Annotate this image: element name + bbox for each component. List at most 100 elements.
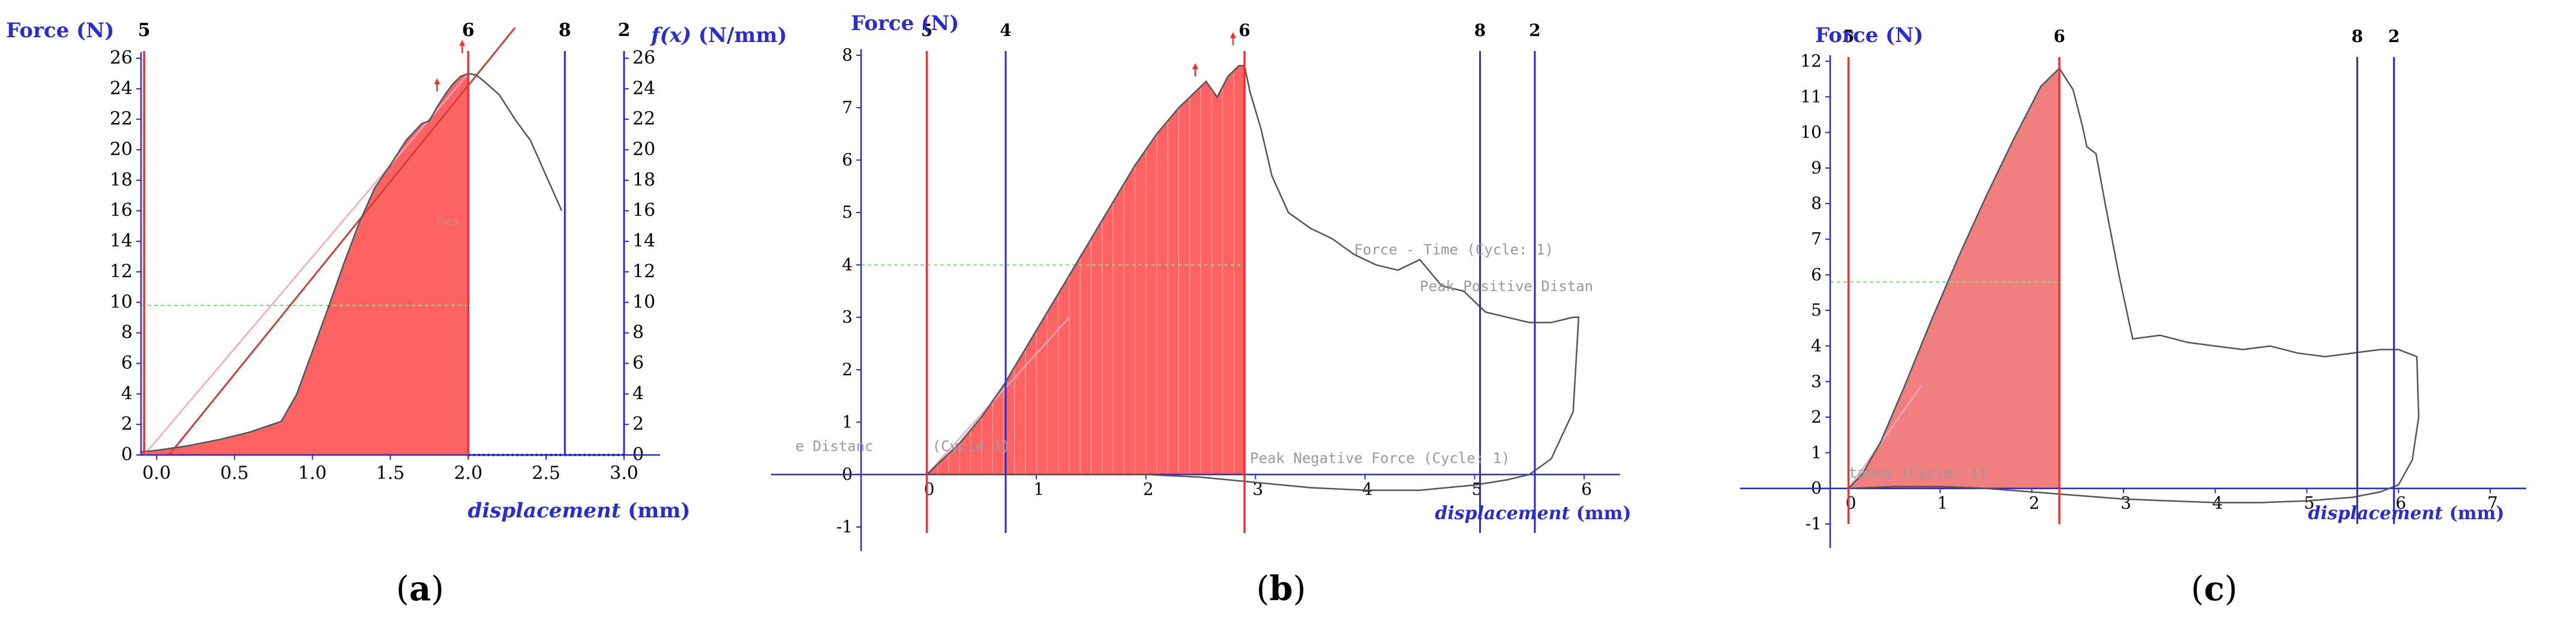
y2-axis-title: f(x) (N/mm) [650,23,787,47]
y-tick-label: 6 [121,352,133,373]
y2-axis-title-unit: (N/mm) [691,23,787,47]
y2-tick-label: 22 [632,109,655,130]
energy-fill-area [926,65,1245,475]
cursor-label-6: 6 [1238,20,1250,40]
cursor-label-5: 5 [1843,26,1854,46]
y-tick-label: 26 [110,47,133,68]
y2-tick-label: 12 [632,261,655,282]
x-tick-label: 2.0 [454,463,482,484]
y-tick-label: 22 [110,109,133,130]
x-tick-label: 3 [2121,493,2131,513]
cursor-label-2: 2 [1529,20,1540,40]
x-tick-label: 0.0 [142,463,171,484]
x-tick-label: 0 [924,480,935,499]
y-tick-label: 8 [842,45,853,65]
y-tick-label: 14 [110,230,133,251]
trace-annotation: tance (Cycle: 1) [1849,465,1987,481]
y-axis-title: Force (N) [851,11,959,35]
y2-axis-title-italic: f(x) [650,23,691,47]
peak-marker-arrowhead [1192,63,1198,70]
y-tick-label: 2 [842,360,853,379]
cursor-label-5: 5 [138,20,151,41]
y-tick-label: 1 [842,412,853,432]
y-tick-label: 18 [110,169,133,190]
x-axis-title: displacement (mm) [1435,503,1631,524]
y2-tick-label: 2 [632,414,644,435]
x-tick-label: 2.5 [532,463,560,484]
x-tick-label: 1.0 [298,463,327,484]
x-tick-label: 6 [1581,480,1592,499]
y-tick-label: 5 [842,202,853,222]
y-tick-label: 9 [1811,158,1822,178]
y-tick-label: 20 [110,139,133,160]
trace-annotation: Peak Negative Force (Cycle: 1) [1250,450,1510,466]
y-tick-label: 7 [842,97,853,117]
panel-label-part: ) [1293,570,1306,609]
y-tick-label: 16 [110,200,133,221]
y-tick-label: 10 [110,292,133,313]
y2-tick-label: 4 [632,383,644,404]
y-axis-title: Force (N) [6,19,114,43]
y2-tick-label: 10 [632,292,655,313]
panel-label-part: ) [431,570,444,609]
force-displacement-curve [140,73,563,453]
cursor-label-6: 6 [2053,26,2065,46]
cursor-label-2: 2 [618,20,631,41]
y2-tick-label: 8 [632,322,644,343]
x-axis-title-unit: (mm) [1570,503,1631,524]
x-tick-label: 5 [2304,493,2315,513]
stiffness-fit-line [143,73,469,456]
x-tick-label: 1 [1937,493,1948,513]
x-tick-label: 3 [1252,480,1263,499]
x-tick-label: 6 [2395,493,2406,513]
y-tick-label: 6 [842,150,853,170]
cursor-label-5: 5 [921,20,932,40]
peak-marker-arrowhead [459,40,466,46]
x-axis-title: displacement (mm) [468,499,691,523]
y-tick-label: 0 [121,444,133,465]
x-tick-label: 7 [2487,493,2498,513]
trace-annotation: Force - Time (Cycle: 1) [1354,241,1554,258]
cursor-label-2: 2 [2388,26,2400,46]
panel-label: (a) [396,569,444,609]
y-tick-label: 6 [1811,265,1822,284]
y-tick-label: 2 [121,414,133,435]
panel-label-part: ( [396,570,409,609]
y-tick-label: 11 [1800,86,1822,106]
y-tick-label: 12 [1800,51,1822,71]
panel-label: (b) [1256,569,1306,609]
panel-label-part: ( [2191,570,2204,609]
y2-tick-label: 20 [632,139,655,160]
x-tick-label: 0.5 [220,463,249,484]
x-tick-label: 1.5 [376,463,405,484]
x-tick-label: 4 [1362,480,1373,499]
y-tick-label: 12 [110,261,133,282]
stiffness-fit-line [926,316,1070,475]
y-tick-label: 3 [1811,372,1822,391]
y-tick-label: 24 [110,78,133,99]
y2-tick-label: 26 [632,47,655,68]
peak-marker-arrowhead [1229,32,1236,38]
stiffness-fit-line [168,27,516,456]
x-axis-title-unit: (mm) [2443,503,2504,524]
y-tick-label: 8 [1811,193,1822,213]
y2-tick-label: 24 [632,78,655,99]
energy-fill-area [1848,68,2059,489]
panel-label-part: b [1269,569,1293,609]
y2-tick-label: 18 [632,169,655,190]
y-tick-label: -1 [1806,514,1822,534]
y-tick-label: 2 [1811,407,1822,427]
y-tick-label: 7 [1811,229,1822,249]
y2-tick-label: 6 [632,352,644,373]
trace-annotation: (Cycle 1) [932,438,1010,454]
y-tick-label: -1 [836,517,853,537]
x-tick-label: 2 [2029,493,2040,513]
x-tick-label: 2 [1143,480,1154,499]
stiffness-fit-line [1848,384,1923,489]
panel-label-part: a [409,569,431,609]
y-tick-label: 1 [1811,442,1822,462]
y-tick-label: 10 [1800,122,1822,142]
